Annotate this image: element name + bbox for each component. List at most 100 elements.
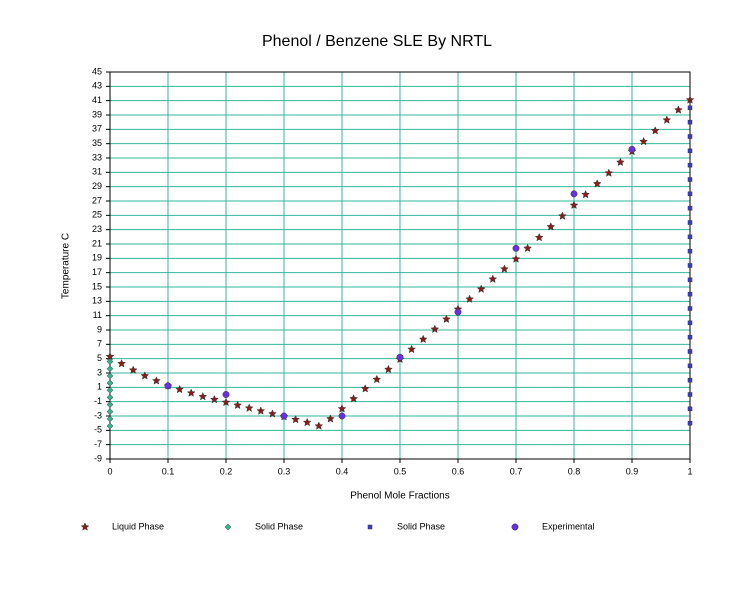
data-point — [128, 365, 138, 374]
legend-marker — [367, 524, 373, 530]
legend-marker — [80, 522, 90, 531]
data-point — [383, 364, 393, 374]
data-point — [106, 386, 114, 394]
data-point — [592, 179, 602, 188]
data-point — [256, 406, 266, 415]
data-point — [687, 134, 693, 139]
data-point — [569, 200, 579, 210]
y-tick-label: 31 — [92, 167, 102, 177]
data-point — [546, 222, 556, 231]
data-point — [337, 404, 347, 413]
data-point — [418, 334, 428, 344]
y-tick-label: 41 — [92, 95, 102, 105]
data-point — [511, 254, 521, 263]
data-point — [687, 234, 693, 240]
data-point — [175, 384, 185, 394]
data-point — [604, 168, 614, 177]
y-tick-label: 11 — [93, 310, 102, 320]
data-point — [687, 291, 693, 297]
data-point — [687, 148, 693, 154]
y-tick-label: 7 — [97, 339, 102, 349]
data-point — [106, 365, 114, 373]
data-point — [407, 344, 417, 354]
data-point — [441, 314, 451, 324]
data-point — [140, 371, 150, 380]
y-tick-label: 19 — [92, 253, 102, 263]
data-point — [222, 391, 230, 398]
data-point — [687, 406, 693, 412]
data-point — [280, 412, 288, 420]
data-point — [534, 232, 544, 242]
data-point — [476, 284, 486, 293]
data-point — [639, 136, 649, 146]
x-tick-label: 0.4 — [336, 466, 349, 476]
legend-label: Experimental — [542, 521, 595, 531]
data-point — [687, 349, 693, 354]
x-axis-label: Phenol Mole Fractions — [350, 491, 450, 502]
y-tick-label: -7 — [94, 439, 102, 449]
y-tick-label: 33 — [92, 152, 102, 162]
y-tick-label: 27 — [92, 195, 102, 205]
x-tick-label: 0.8 — [568, 466, 581, 476]
data-point — [465, 294, 475, 303]
data-point — [687, 177, 693, 182]
data-point — [687, 420, 693, 426]
y-tick-label: 1 — [97, 382, 102, 392]
data-point — [687, 220, 693, 225]
data-point — [338, 412, 346, 420]
data-point — [106, 408, 114, 416]
data-point — [106, 401, 114, 408]
data-point — [685, 95, 695, 104]
y-tick-label: 5 — [97, 353, 102, 363]
data-point — [499, 264, 509, 273]
y-tick-label: 45 — [92, 66, 102, 76]
data-point — [186, 388, 196, 397]
y-tick-label: 39 — [92, 109, 102, 119]
x-tick-label: 0.9 — [626, 466, 639, 476]
data-point — [164, 382, 172, 390]
data-point — [687, 191, 693, 197]
y-tick-label: 35 — [92, 138, 102, 148]
data-point — [198, 391, 208, 401]
data-point — [106, 379, 114, 387]
data-point — [662, 115, 672, 124]
y-axis-label: Temperature C — [61, 233, 72, 299]
data-point — [106, 372, 114, 380]
data-point — [687, 263, 693, 268]
data-point — [687, 162, 693, 168]
x-tick-label: 0.6 — [452, 466, 465, 476]
data-point — [650, 126, 660, 135]
data-point — [106, 422, 114, 430]
y-tick-label: 29 — [92, 181, 102, 191]
data-point — [267, 409, 277, 418]
x-tick-label: 0.7 — [510, 466, 523, 476]
data-point — [430, 324, 440, 334]
legend-marker — [224, 523, 232, 531]
y-tick-label: 9 — [97, 324, 102, 334]
x-tick-label: 0.2 — [220, 466, 233, 476]
data-point — [454, 308, 462, 316]
data-point — [396, 353, 404, 361]
data-point — [106, 394, 114, 401]
data-point — [687, 320, 693, 326]
chart-title: Phenol / Benzene SLE By NRTL — [262, 33, 492, 50]
legend-label: Liquid Phase — [112, 521, 164, 531]
data-point — [106, 358, 114, 365]
y-tick-label: 21 — [92, 238, 102, 248]
data-point — [687, 392, 693, 397]
x-tick-label: 0.3 — [278, 466, 291, 476]
legend-label: Solid Phase — [397, 521, 445, 531]
y-tick-label: 43 — [92, 81, 102, 91]
x-tick-label: 0 — [107, 466, 112, 476]
y-tick-label: -5 — [94, 425, 102, 435]
data-point — [687, 105, 693, 111]
data-point — [557, 211, 567, 220]
data-point — [687, 363, 693, 369]
y-tick-label: 37 — [92, 124, 102, 134]
data-point — [581, 189, 591, 199]
legend-marker — [511, 523, 519, 531]
y-tick-label: 15 — [92, 281, 102, 291]
data-point — [687, 377, 693, 383]
y-tick-label: 23 — [92, 224, 102, 234]
